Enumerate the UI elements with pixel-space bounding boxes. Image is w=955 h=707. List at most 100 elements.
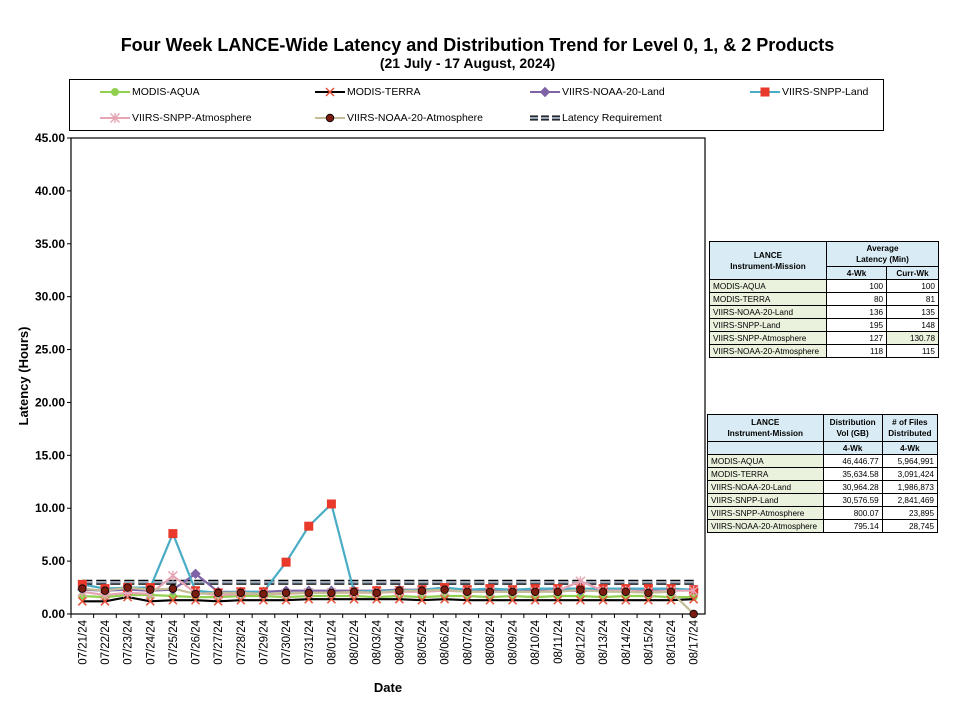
legend-swatch-icon (750, 87, 780, 97)
legend-swatch-icon (530, 86, 560, 98)
legend-item: VIIRS-NOAA-20-Land (530, 86, 665, 98)
latency-table-row-name: MODIS-TERRA (708, 292, 828, 306)
latency-table-row-value-a: 127 (826, 331, 888, 345)
data-point (689, 594, 699, 604)
data-point (100, 586, 110, 595)
legend: MODIS-AQUA MODIS-TERRA VIIRS-NOAA-20-Land V… (69, 79, 884, 131)
plot-area (70, 137, 706, 615)
dist-table-row-value-b: 2,841,469 (881, 493, 939, 507)
dist-table-row-value-a: 30,576.59 (822, 493, 883, 507)
latency-table-row: VIIRS-SNPP-Atmosphere 127 130.78 (708, 331, 939, 345)
legend-swatch-icon (315, 87, 345, 97)
data-point (281, 588, 291, 598)
data-point (463, 587, 472, 596)
x-tick-label: 08/03/24 (372, 619, 384, 664)
x-tick-label: 08/15/24 (643, 619, 655, 664)
y-tick-label: 0.00 (42, 607, 66, 621)
legend-swatch-icon (530, 115, 560, 121)
data-point (508, 587, 517, 596)
legend-marker (111, 88, 119, 96)
legend-marker (325, 87, 335, 97)
data-point (304, 594, 314, 604)
data-point (621, 595, 631, 605)
data-point (530, 587, 540, 596)
dist-table-row-value-a: 35,634.58 (822, 467, 883, 481)
dist-table-row-value-b: 5,964,991 (881, 454, 939, 468)
x-axis-label: Date (374, 680, 402, 695)
dist-table-row: VIIRS-NOAA-20-Atmosphere 795.14 28,745 (707, 519, 939, 533)
data-point (326, 594, 336, 604)
series-line (82, 595, 694, 603)
legend-item: VIIRS-NOAA-20-Atmosphere (315, 112, 483, 124)
dist-table-row-value-b: 3,091,424 (881, 467, 939, 481)
data-point (349, 587, 359, 596)
data-point (372, 594, 382, 604)
legend-label: VIIRS-SNPP-Atmosphere (132, 112, 252, 124)
legend-item: VIIRS-SNPP-Land (750, 86, 868, 98)
data-point (281, 595, 291, 605)
dist-table-row-name: VIIRS-NOAA-20-Atmosphere (707, 519, 824, 533)
data-point (259, 589, 268, 599)
data-point (643, 595, 653, 605)
latency-table-row: VIIRS-NOAA-20-Atmosphere 118 115 (708, 344, 939, 358)
latency-table-col2-header: Average Latency (Min) (826, 241, 939, 267)
data-point (145, 596, 155, 606)
data-point (304, 588, 313, 598)
data-point (575, 595, 585, 605)
y-tick-label: 40.00 (35, 184, 65, 198)
series-line (82, 501, 694, 594)
data-point (395, 586, 404, 595)
chart-title: Four Week LANCE-Wide Latency and Distrib… (120, 35, 835, 55)
x-tick-label: 08/01/24 (326, 619, 338, 664)
latency-table-row-value-b: 115 (886, 344, 939, 358)
dist-table-row-name: VIIRS-SNPP-Atmosphere (707, 506, 824, 520)
data-point (666, 587, 676, 596)
x-tick-label: 08/07/24 (462, 619, 474, 664)
data-point (213, 588, 223, 598)
x-tick-label: 07/26/24 (191, 619, 203, 664)
x-tick-label: 08/14/24 (621, 619, 633, 664)
dist-table-row-name: VIIRS-SNPP-Land (707, 493, 824, 507)
latency-table-row-name: VIIRS-SNPP-Land (708, 318, 828, 332)
x-tick-label: 07/27/24 (213, 619, 225, 664)
data-point (372, 588, 381, 598)
dist-table-row-value-a: 795.14 (822, 519, 883, 533)
dist-table-sub0 (707, 441, 824, 455)
dist-table-row-value-b: 1,986,873 (881, 480, 939, 494)
dist-table-row: MODIS-AQUA 46,446.77 5,964,991 (707, 454, 939, 468)
y-tick-label: 35.00 (35, 237, 65, 251)
data-point (485, 595, 495, 605)
x-tick-label: 08/13/24 (598, 619, 610, 664)
data-point (236, 588, 246, 598)
dist-table-row-value-a: 46,446.77 (822, 454, 883, 468)
data-point (553, 595, 563, 605)
data-point (440, 585, 449, 594)
data-point (575, 576, 586, 587)
legend-item: VIIRS-SNPP-Atmosphere (100, 112, 252, 124)
data-point (508, 595, 518, 605)
x-tick-label: 08/16/24 (666, 619, 678, 664)
latency-table-row-value-a: 100 (826, 279, 888, 293)
legend-swatch-icon (100, 113, 130, 123)
latency-table-row-value-a: 118 (826, 344, 888, 358)
y-tick-label: 30.00 (35, 290, 65, 304)
data-point (146, 585, 155, 594)
latency-table-row-name: MODIS-AQUA (708, 279, 828, 293)
x-tick-label: 07/23/24 (123, 619, 135, 664)
latency-table-row: VIIRS-SNPP-Land 195 148 (708, 318, 939, 332)
data-point (417, 586, 427, 595)
y-axis-label: Latency (Hours) (16, 327, 31, 426)
x-tick-label: 07/28/24 (236, 619, 248, 664)
data-point (462, 595, 472, 605)
legend-label: MODIS-AQUA (132, 86, 200, 98)
latency-table-col1-header: LANCE Instrument-Mission (708, 241, 828, 280)
data-point (190, 568, 201, 580)
legend-marker (539, 86, 551, 98)
dist-table-col3-header: # of Files Distributed (881, 414, 939, 442)
data-point (236, 595, 246, 605)
data-point (167, 570, 178, 581)
latency-table-row-value-b: 148 (886, 318, 939, 332)
data-point (394, 594, 404, 604)
y-tick-label: 20.00 (35, 395, 65, 409)
